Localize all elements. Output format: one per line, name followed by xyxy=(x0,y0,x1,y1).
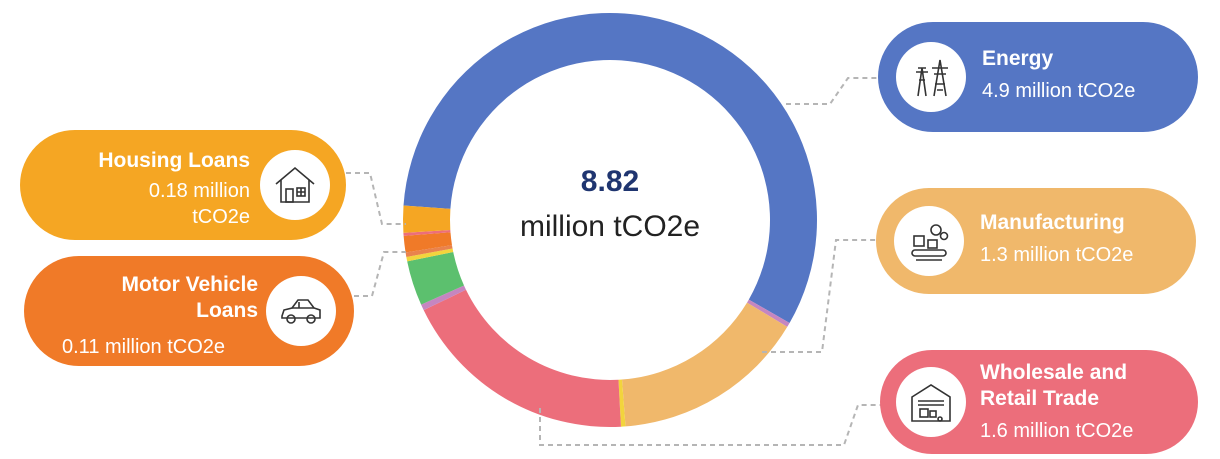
connector-wholesale xyxy=(539,404,882,446)
donut-slice-minor-8 xyxy=(405,245,453,257)
connector-housing xyxy=(346,172,406,225)
donut-slice-minor-7 xyxy=(406,248,454,262)
warehouse-icon xyxy=(896,367,966,437)
donut-slice-housing-loans xyxy=(403,205,451,233)
motor-title-line2: Loans xyxy=(196,299,258,322)
connector-lines xyxy=(346,77,882,446)
connector-manufacturing xyxy=(762,239,876,353)
housing-value-line1: 0.18 million xyxy=(148,180,250,202)
wholesale-title-line1: Wholesale and xyxy=(980,361,1128,384)
housing-title: Housing Loans xyxy=(98,149,250,172)
total-emissions-value: 8.82 xyxy=(580,165,640,198)
callout-motor-vehicle-loans: Motor Vehicle Loans 0.11 million tCO2e xyxy=(24,256,354,366)
car-icon xyxy=(266,276,336,346)
callout-housing-loans: Housing Loans 0.18 million tCO2e xyxy=(20,130,346,240)
connector-energy xyxy=(786,77,880,105)
manufacturing-title: Manufacturing xyxy=(980,211,1125,234)
donut-slice-wholesale-and-retail-trade xyxy=(423,289,621,427)
donut-slice-manufacturing xyxy=(621,302,788,427)
power-pylon-icon xyxy=(896,42,966,112)
donut-slice-minor-5 xyxy=(421,285,466,311)
energy-value: 4.9 million tCO2e xyxy=(982,80,1136,102)
factory-conveyor-icon xyxy=(894,206,964,276)
total-emissions-unit: million tCO2e xyxy=(519,210,701,243)
energy-title: Energy xyxy=(982,47,1054,70)
motor-value: 0.11 million tCO2e xyxy=(62,336,226,358)
callout-manufacturing: Manufacturing 1.3 million tCO2e xyxy=(876,188,1196,294)
house-icon xyxy=(260,150,330,220)
donut-slice-energy xyxy=(403,12,817,323)
donut-slice-minor-10 xyxy=(403,229,451,236)
donut-slice-motor-vehicle-loans xyxy=(403,232,452,253)
donut-slice-minor-6 xyxy=(407,252,464,305)
donut-slice-minor-1 xyxy=(747,299,790,327)
motor-title-line1: Motor Vehicle xyxy=(121,273,258,296)
connector-motor xyxy=(354,251,406,297)
wholesale-value: 1.6 million tCO2e xyxy=(980,420,1134,442)
donut-slice-minor-3 xyxy=(618,379,626,427)
donut-slices xyxy=(403,12,817,427)
housing-value-line2: tCO2e xyxy=(192,206,250,228)
callout-wholesale: Wholesale and Retail Trade 1.6 million t… xyxy=(880,350,1198,454)
callout-energy: Energy 4.9 million tCO2e xyxy=(878,22,1198,132)
manufacturing-value: 1.3 million tCO2e xyxy=(980,244,1134,266)
wholesale-title-line2: Retail Trade xyxy=(980,387,1100,410)
